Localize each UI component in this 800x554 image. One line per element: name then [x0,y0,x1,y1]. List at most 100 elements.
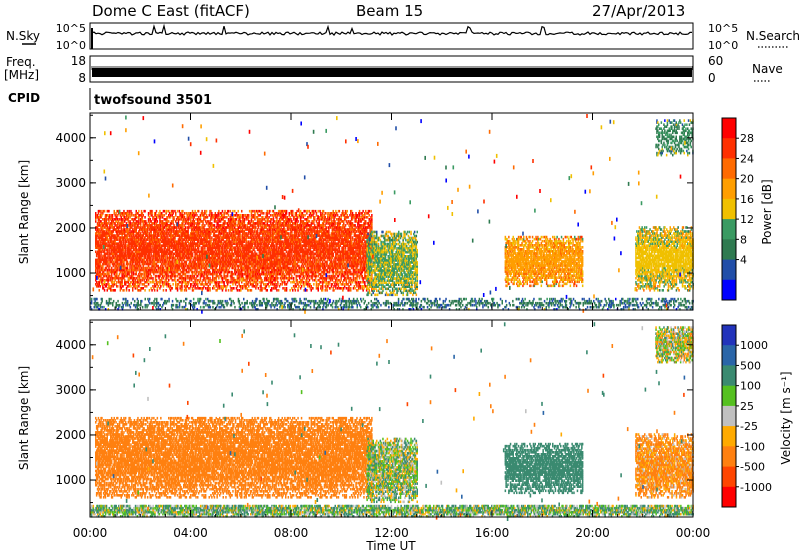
heatmap-cell [95,270,97,274]
heatmap-cell [129,220,131,223]
heatmap-cell [204,234,207,237]
heatmap-cell [154,285,157,288]
heatmap-cell [210,260,212,264]
heatmap-cell [139,226,142,229]
heatmap-cell [197,244,199,247]
heatmap-cell [213,258,216,262]
heatmap-cell [95,258,98,262]
heatmap-cell [134,262,137,266]
heatmap-cell [209,242,211,245]
heatmap-cell [105,266,108,270]
heatmap-cell [236,289,239,292]
heatmap-cell [175,244,178,247]
heatmap-cell [191,270,194,274]
heatmap-cell [199,234,202,237]
heatmap-cell [183,272,186,276]
heatmap-cell [218,274,220,278]
heatmap-cell [145,220,147,223]
heatmap-cell [178,260,181,264]
heatmap-cell [128,244,130,247]
heatmap-cell [119,289,122,292]
heatmap-cell [174,226,176,229]
heatmap-cell [166,264,168,268]
heatmap-cell [186,276,188,280]
heatmap-cell [135,214,137,217]
heatmap-cell [176,266,179,270]
heatmap-cell [104,222,107,225]
heatmap-cell [199,214,202,217]
heatmap-cell [117,234,120,237]
heatmap-cell [138,246,140,249]
heatmap-cell [204,240,207,243]
heatmap-cell [206,240,209,243]
heatmap-cell [232,209,234,213]
heatmap-cell [192,220,195,223]
heatmap-cell [178,216,181,219]
heatmap-cell [104,214,107,217]
heatmap-cell [212,244,214,247]
heatmap-cell [148,268,151,272]
heatmap-cell [119,248,122,252]
heatmap-cell [201,232,203,235]
heatmap-cell [121,268,123,272]
heatmap-cell [182,248,184,252]
heatmap-cell [202,220,204,223]
heatmap-cell [203,232,205,235]
heatmap-cell [110,272,113,276]
heatmap-cell [162,234,165,237]
heatmap-cell [208,244,210,247]
heatmap-cell [149,270,151,274]
heatmap-cell [217,236,219,239]
heatmap-cell [143,283,145,286]
heatmap-cell [161,244,163,247]
heatmap-cell [130,209,132,213]
heatmap-cell [218,248,220,252]
heatmap-cell [135,268,137,272]
heatmap-cell [123,268,125,272]
heatmap-cell [229,209,232,213]
heatmap-cell [114,260,116,264]
heatmap-cell [106,289,108,292]
heatmap-cell [193,228,195,231]
heatmap-cell [181,212,183,215]
heatmap-cell [212,262,215,266]
heatmap-cell [194,266,196,270]
heatmap-cell [203,283,205,286]
heatmap-cell [217,252,219,256]
heatmap-cell [204,264,207,268]
heatmap-cell [110,246,112,249]
heatmap-cell [143,228,145,231]
heatmap-cell [206,244,209,247]
heatmap-cell [156,240,159,243]
heatmap-cell [148,246,151,249]
heatmap-cell [212,256,215,260]
heatmap-cell [204,234,206,237]
heatmap-cell [169,234,172,237]
heatmap-cell [123,216,125,219]
heatmap-cell [148,258,151,262]
heatmap-cell [144,224,146,227]
heatmap-cell [200,248,203,252]
heatmap-cell [143,256,145,260]
heatmap-cell [190,268,192,272]
heatmap-cell [194,256,196,260]
heatmap-cell [148,254,151,258]
heatmap-cell [95,236,97,239]
heatmap-cell [99,260,101,264]
heatmap-cell [124,268,126,272]
heatmap-cell [120,276,122,280]
heatmap-cell [132,246,135,249]
heatmap-cell [139,228,142,231]
heatmap-cell [110,218,112,221]
heatmap-cell [142,252,144,256]
heatmap-cell [219,224,221,227]
heatmap-cell [159,222,161,225]
heatmap-cell [192,242,195,245]
heatmap-cell [131,240,133,243]
heatmap-cell [193,276,195,280]
heatmap-cell [207,260,210,264]
heatmap-cell [168,228,170,231]
heatmap-cell [116,262,118,266]
heatmap-cell [106,248,108,252]
heatmap-cell [183,256,186,260]
